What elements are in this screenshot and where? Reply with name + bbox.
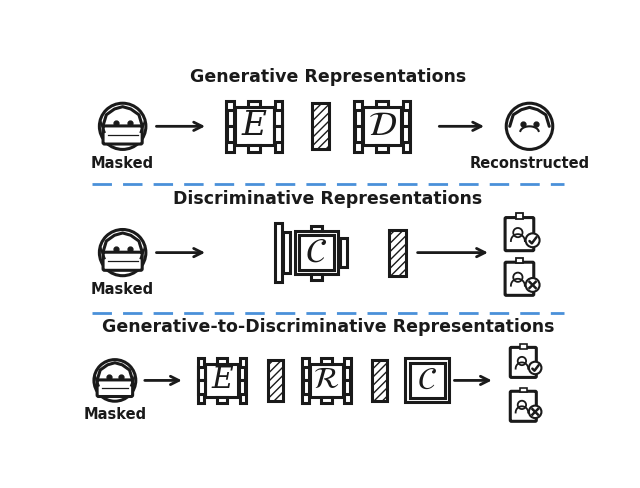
Bar: [239, 366, 245, 381]
Bar: [248, 145, 260, 152]
Bar: [389, 229, 406, 276]
Bar: [344, 366, 350, 381]
Bar: [239, 358, 246, 403]
Bar: [376, 145, 388, 152]
Bar: [340, 238, 347, 267]
Bar: [295, 231, 338, 274]
Text: Reconstructed: Reconstructed: [469, 156, 589, 171]
Bar: [227, 126, 234, 142]
Bar: [410, 363, 445, 398]
Bar: [239, 381, 245, 394]
Bar: [520, 344, 527, 348]
Bar: [355, 110, 362, 126]
Bar: [217, 358, 227, 364]
Bar: [516, 213, 524, 219]
Bar: [299, 235, 334, 270]
Text: Masked: Masked: [91, 156, 154, 171]
Bar: [303, 381, 309, 394]
FancyBboxPatch shape: [505, 218, 534, 251]
Bar: [275, 101, 282, 152]
Bar: [516, 258, 524, 264]
Text: $\mathcal{C}$: $\mathcal{C}$: [305, 237, 328, 268]
Circle shape: [529, 362, 541, 374]
Circle shape: [529, 406, 541, 418]
Bar: [302, 358, 308, 403]
Bar: [205, 364, 238, 397]
Circle shape: [525, 233, 540, 247]
Bar: [376, 101, 388, 107]
Bar: [198, 381, 205, 394]
Bar: [355, 101, 362, 152]
Bar: [402, 110, 410, 126]
Bar: [321, 397, 332, 403]
Bar: [311, 274, 321, 280]
Text: Masked: Masked: [83, 407, 147, 422]
Bar: [312, 103, 329, 149]
Bar: [217, 397, 227, 403]
Bar: [227, 110, 234, 126]
Bar: [344, 381, 350, 394]
Bar: [321, 358, 332, 364]
Text: $\mathcal{C}$: $\mathcal{C}$: [417, 365, 437, 396]
Bar: [344, 358, 351, 403]
Bar: [363, 107, 401, 145]
Bar: [275, 110, 282, 126]
Bar: [227, 101, 234, 152]
FancyBboxPatch shape: [510, 391, 536, 421]
Bar: [198, 358, 204, 403]
Text: $\mathcal{D}$: $\mathcal{D}$: [368, 110, 397, 142]
FancyBboxPatch shape: [97, 380, 132, 397]
Text: Masked: Masked: [91, 282, 154, 297]
Text: Discriminative Representations: Discriminative Representations: [173, 190, 483, 208]
Bar: [198, 366, 205, 381]
Text: E: E: [242, 110, 267, 142]
Text: Generative-to-Discriminative Representations: Generative-to-Discriminative Representat…: [102, 318, 554, 336]
Bar: [268, 360, 283, 401]
Bar: [236, 107, 273, 145]
Bar: [284, 232, 290, 273]
Circle shape: [94, 360, 136, 401]
FancyBboxPatch shape: [510, 347, 536, 377]
Text: $\mathcal{R}$: $\mathcal{R}$: [314, 366, 340, 394]
Bar: [275, 126, 282, 142]
Bar: [303, 366, 309, 381]
Bar: [275, 224, 282, 282]
Bar: [520, 387, 527, 392]
Circle shape: [506, 103, 553, 149]
Bar: [248, 101, 260, 107]
FancyBboxPatch shape: [505, 262, 534, 295]
Bar: [310, 364, 343, 397]
Bar: [403, 101, 410, 152]
Text: Generative Representations: Generative Representations: [190, 68, 466, 86]
FancyBboxPatch shape: [103, 252, 142, 270]
Bar: [311, 225, 321, 231]
Bar: [402, 126, 410, 142]
Circle shape: [99, 229, 146, 276]
Bar: [405, 359, 449, 403]
Text: E: E: [211, 366, 232, 394]
Circle shape: [99, 103, 146, 149]
Bar: [355, 126, 362, 142]
FancyBboxPatch shape: [103, 126, 142, 144]
Bar: [372, 360, 387, 401]
Circle shape: [525, 278, 540, 292]
